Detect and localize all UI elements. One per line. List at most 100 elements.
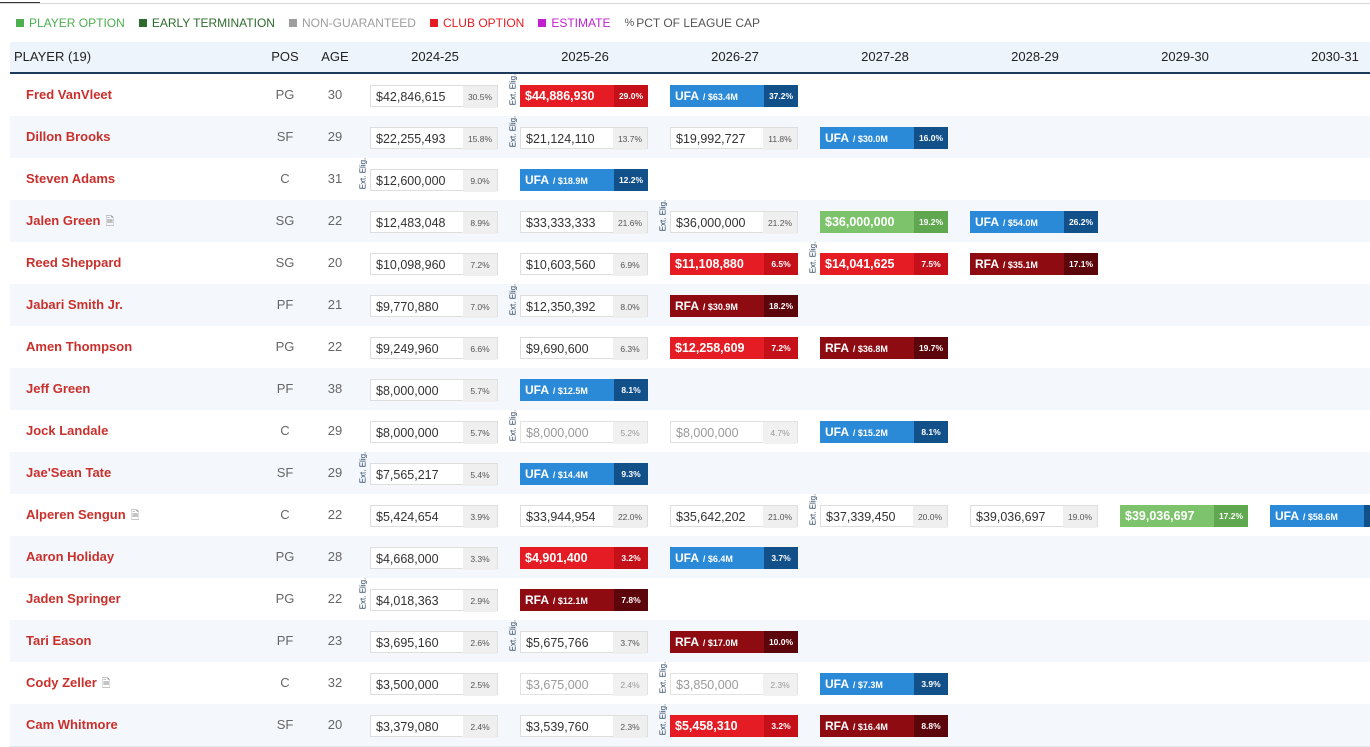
salary-cell-gtd[interactable]: $39,036,697 19.0%	[970, 505, 1098, 528]
player-name-link[interactable]: Alperen Sengun 🗎	[26, 494, 140, 536]
player-name-link[interactable]: Cody Zeller 🗎	[26, 662, 111, 704]
salary-cell-ufa[interactable]: UFA / $58.6M	[1270, 505, 1370, 527]
player-name-link[interactable]: Fred VanVleet	[26, 74, 112, 116]
header-year-2028-29[interactable]: 2028-29	[1011, 49, 1059, 64]
salary-cell-ng[interactable]: $8,000,000 5.2%	[520, 421, 648, 444]
salary-cell-rfa[interactable]: RFA / $35.1M 17.1%	[970, 253, 1098, 275]
salary-cell-gtd[interactable]: $7,565,217 5.4%	[370, 463, 498, 486]
salary-cell-gtd[interactable]: $12,483,048 8.9%	[370, 211, 498, 234]
salary-cell-ufa[interactable]: UFA / $54.0M 26.2%	[970, 211, 1098, 233]
salary-cell-po[interactable]: $39,036,697 17.2%	[1120, 505, 1248, 527]
player-name-link[interactable]: Jabari Smith Jr.	[26, 284, 123, 326]
extension-eligible-label: Ext. Elig.	[808, 241, 818, 274]
salary-cell-rfa[interactable]: RFA / $30.9M 18.2%	[670, 295, 798, 317]
salary-cell-gtd[interactable]: $3,539,760 2.3%	[520, 715, 648, 738]
header-age[interactable]: AGE	[321, 49, 349, 64]
player-name-link[interactable]: Jae'Sean Tate	[26, 452, 111, 494]
salary-cell-ng[interactable]: $3,675,000 2.4%	[520, 673, 648, 696]
salary-cell-po[interactable]: $36,000,000 19.2%	[820, 211, 948, 233]
salary-cell-club[interactable]: $12,258,609 7.2%	[670, 337, 798, 359]
salary-cell-gtd[interactable]: $9,770,880 7.0%	[370, 295, 498, 318]
salary-cell-ufa[interactable]: UFA / $30.0M 16.0%	[820, 127, 948, 149]
player-name-link[interactable]: Amen Thompson	[26, 326, 132, 368]
salary-amount: $8,000,000	[526, 426, 589, 440]
salary-cell-gtd[interactable]: $3,695,160 2.6%	[370, 631, 498, 654]
salary-cell-gtd[interactable]: $8,000,000 5.7%	[370, 379, 498, 402]
salary-cell-ufa[interactable]: UFA / $14.4M 9.3%	[520, 463, 648, 485]
salary-cell-club[interactable]: $14,041,625 7.5%	[820, 253, 948, 275]
player-name-link[interactable]: Steven Adams	[26, 158, 115, 200]
header-year-2026-27[interactable]: 2026-27	[711, 49, 759, 64]
salary-cell-gtd[interactable]: $4,018,363 2.9%	[370, 589, 498, 612]
salary-cell-gtd[interactable]: $5,675,766 3.7%	[520, 631, 648, 654]
player-name-link[interactable]: Tari Eason	[26, 620, 92, 662]
player-age: 31	[327, 171, 343, 186]
salary-cell-gtd[interactable]: $12,600,000 9.0%	[370, 169, 498, 192]
player-name-link[interactable]: Jalen Green 🗎	[26, 200, 114, 242]
table-row: Jaden Springer PG 22 Ext. Elig. $4,018,363 2.…	[10, 578, 1370, 621]
salary-cell-club[interactable]: $11,108,880 6.5%	[670, 253, 798, 275]
free-agency-label: UFA	[825, 425, 849, 439]
header-year-2025-26[interactable]: 2025-26	[561, 49, 609, 64]
salary-cell-ufa[interactable]: UFA / $15.2M 8.1%	[820, 421, 948, 443]
salary-cell-gtd[interactable]: $37,339,450 20.0%	[820, 505, 948, 528]
salary-cell-gtd[interactable]: $5,424,654 3.9%	[370, 505, 498, 528]
salary-cell-gtd[interactable]: $12,350,392 8.0%	[520, 295, 648, 318]
header-year-2024-25[interactable]: 2024-25	[411, 49, 459, 64]
salary-cell-gtd[interactable]: $9,690,600 6.3%	[520, 337, 648, 360]
salary-cell-ufa[interactable]: UFA / $63.4M 37.2%	[670, 85, 798, 107]
salary-cell-gtd[interactable]: $33,944,954 22.0%	[520, 505, 648, 528]
salary-cell-rfa[interactable]: RFA / $36.8M 19.7%	[820, 337, 948, 359]
salary-cell-rfa[interactable]: RFA / $16.4M 8.8%	[820, 715, 948, 737]
percent-icon: %	[624, 17, 635, 29]
salary-cell-ufa[interactable]: UFA / $12.5M 8.1%	[520, 379, 648, 401]
salary-cell-club[interactable]: $5,458,310 3.2%	[670, 715, 798, 737]
header-year-2029-30[interactable]: 2029-30	[1161, 49, 1209, 64]
salary-cell-ufa[interactable]: UFA / $7.3M 3.9%	[820, 673, 948, 695]
player-position: PG	[275, 339, 295, 354]
salary-cell-gtd[interactable]: $8,000,000 5.7%	[370, 421, 498, 444]
player-name-link[interactable]: Cam Whitmore	[26, 704, 118, 746]
player-name-link[interactable]: Jock Landale	[26, 410, 108, 452]
salary-cell-gtd[interactable]: $33,333,333 21.6%	[520, 211, 648, 234]
header-player[interactable]: PLAYER (19)	[14, 49, 92, 64]
salary-cell-ufa[interactable]: UFA / $6.4M 3.7%	[670, 547, 798, 569]
free-agency-label: UFA	[525, 173, 549, 187]
player-name-link[interactable]: Aaron Holiday	[26, 536, 114, 578]
player-name-link[interactable]: Jeff Green	[26, 368, 90, 410]
salary-cell-gtd[interactable]: $4,668,000 3.3%	[370, 547, 498, 570]
salary-amount: $8,000,000	[376, 426, 439, 440]
header-year-2030-31[interactable]: 2030-31	[1311, 49, 1359, 64]
salary-cell-gtd[interactable]: $36,000,000 21.2%	[670, 211, 798, 234]
salary-cell-gtd[interactable]: $21,124,110 13.7%	[520, 127, 648, 150]
player-name-link[interactable]: Dillon Brooks	[26, 116, 111, 158]
salary-cell-gtd[interactable]: $10,603,560 6.9%	[520, 253, 648, 276]
salary-cell-gtd[interactable]: $10,098,960 7.2%	[370, 253, 498, 276]
salary-cell-gtd[interactable]: $3,379,080 2.4%	[370, 715, 498, 738]
contract-note-icon[interactable]: 🗎	[130, 509, 140, 522]
salary-cell-gtd[interactable]: $9,249,960 6.6%	[370, 337, 498, 360]
salary-cell-club[interactable]: $44,886,930 29.0%	[520, 85, 648, 107]
header-year-2027-28[interactable]: 2027-28	[861, 49, 909, 64]
salary-amount: $44,886,930	[525, 89, 595, 103]
salary-cell-gtd[interactable]: $19,992,727 11.8%	[670, 127, 798, 150]
salary-cell-rfa[interactable]: RFA / $12.1M 7.8%	[520, 589, 648, 611]
salary-cell-club[interactable]: $4,901,400 3.2%	[520, 547, 648, 569]
salary-cell-gtd[interactable]: $22,255,493 15.8%	[370, 127, 498, 150]
legend: PLAYER OPTION EARLY TERMINATION NON-GUARAN…	[16, 15, 774, 31]
salary-cell-ng[interactable]: $8,000,000 4.7%	[670, 421, 798, 444]
salary-amount: $10,603,560	[526, 258, 596, 272]
salary-cell-gtd[interactable]: $3,500,000 2.5%	[370, 673, 498, 696]
free-agency-label: UFA	[825, 677, 849, 691]
contract-note-icon[interactable]: 🗎	[105, 215, 115, 228]
salary-cell-gtd[interactable]: $35,642,202 21.0%	[670, 505, 798, 528]
player-name-link[interactable]: Jaden Springer	[26, 578, 121, 620]
salary-cell-ufa[interactable]: UFA / $18.9M 12.2%	[520, 169, 648, 191]
salary-cell-gtd[interactable]: $42,846,615 30.5%	[370, 85, 498, 108]
contract-note-icon[interactable]: 🗎	[101, 677, 111, 690]
salary-cell-rfa[interactable]: RFA / $17.0M 10.0%	[670, 631, 798, 653]
player-name: Jeff Green	[26, 381, 91, 396]
header-pos[interactable]: POS	[271, 49, 299, 64]
salary-cell-ng[interactable]: $3,850,000 2.3%	[670, 673, 798, 696]
player-name-link[interactable]: Reed Sheppard	[26, 242, 121, 284]
